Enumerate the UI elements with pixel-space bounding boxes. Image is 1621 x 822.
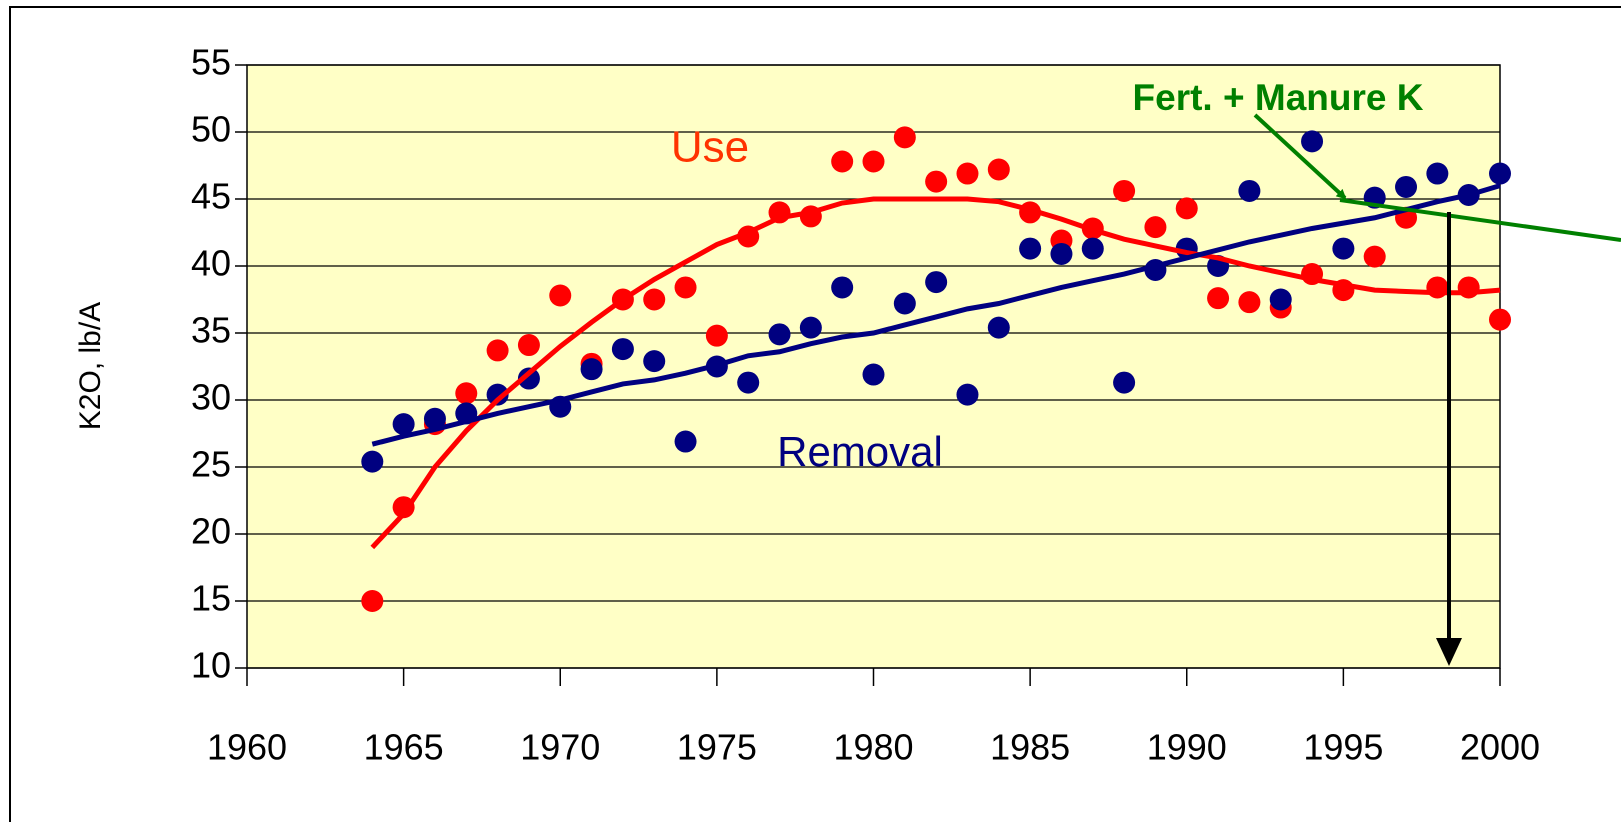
- y-tick-label: 10: [191, 645, 231, 686]
- point: [1207, 287, 1230, 310]
- point: [1426, 162, 1449, 185]
- point: [1395, 175, 1418, 198]
- annotation-arrow: [1253, 113, 1347, 200]
- point: [643, 288, 666, 311]
- content: 10 15 20 25 30 35 40 45 50 55 1960 1965 1970 1975 1980…: [191, 42, 1540, 768]
- point: [1113, 179, 1136, 202]
- x-tick-label: 1985: [990, 727, 1070, 768]
- y-tick-label: 50: [191, 109, 231, 150]
- point: [862, 363, 885, 386]
- point: [1019, 237, 1042, 260]
- point: [925, 170, 948, 193]
- y-axis-label: K2O, lb/A: [74, 302, 107, 430]
- point: [392, 413, 415, 436]
- point: [1175, 197, 1198, 220]
- point: [674, 430, 697, 453]
- frame: [9, 6, 1621, 822]
- trend-line: [370, 196, 1501, 550]
- point: [1081, 237, 1104, 260]
- point: [486, 383, 509, 406]
- point: [517, 367, 540, 390]
- point: [455, 382, 478, 405]
- trend-line: [371, 183, 1501, 447]
- y-tick-label: 20: [191, 511, 231, 552]
- x-tick-label: 1970: [520, 727, 600, 768]
- point: [987, 316, 1010, 339]
- point: [925, 271, 948, 294]
- annotation-line: [1339, 198, 1621, 242]
- point: [831, 150, 854, 173]
- point: [862, 150, 885, 173]
- x-tick-label: 2000: [1460, 727, 1540, 768]
- point: [987, 158, 1010, 181]
- point: [1301, 130, 1324, 153]
- point: [799, 316, 822, 339]
- point: [361, 590, 384, 612]
- point: [956, 162, 979, 185]
- y-tick-label: 30: [191, 377, 231, 418]
- point: [1113, 371, 1136, 394]
- point: [768, 323, 791, 346]
- point: [423, 407, 446, 430]
- point: [893, 126, 916, 149]
- x-tick-label: 1980: [833, 727, 913, 768]
- point: [1489, 308, 1511, 331]
- point: [956, 383, 979, 406]
- x-tick-label: 1990: [1147, 727, 1227, 768]
- point: [705, 324, 728, 347]
- series-label: Removal: [777, 428, 943, 475]
- x-tick-label: 1965: [364, 727, 444, 768]
- point: [1489, 162, 1511, 185]
- arrow-head: [1436, 638, 1462, 666]
- point: [361, 450, 384, 473]
- point: [737, 371, 760, 394]
- point: [1238, 291, 1261, 314]
- y-tick-label: 55: [191, 42, 231, 83]
- point: [831, 276, 854, 299]
- x-tick-label: 1995: [1303, 727, 1383, 768]
- x-tick-label: 1960: [207, 727, 287, 768]
- point: [1363, 245, 1386, 268]
- point: [1332, 237, 1355, 260]
- point: [1269, 288, 1292, 311]
- y-tick-label: 40: [191, 243, 231, 284]
- y-tick-label: 15: [191, 578, 231, 619]
- point: [1050, 242, 1073, 265]
- point: [1238, 179, 1261, 202]
- point: [893, 292, 916, 315]
- point: [486, 339, 509, 362]
- point: [549, 284, 572, 307]
- series-label: Use: [671, 123, 749, 172]
- x-tick-label: 1975: [677, 727, 757, 768]
- y-tick-label: 25: [191, 444, 231, 485]
- point: [1144, 216, 1167, 239]
- y-tick-label: 45: [191, 176, 231, 217]
- point: [517, 334, 540, 357]
- annotation: Fert. + Manure K: [1133, 77, 1424, 118]
- point: [580, 358, 603, 381]
- point: [674, 276, 697, 299]
- y-tick-label: 35: [191, 310, 231, 351]
- point: [643, 350, 666, 373]
- point: [611, 338, 634, 361]
